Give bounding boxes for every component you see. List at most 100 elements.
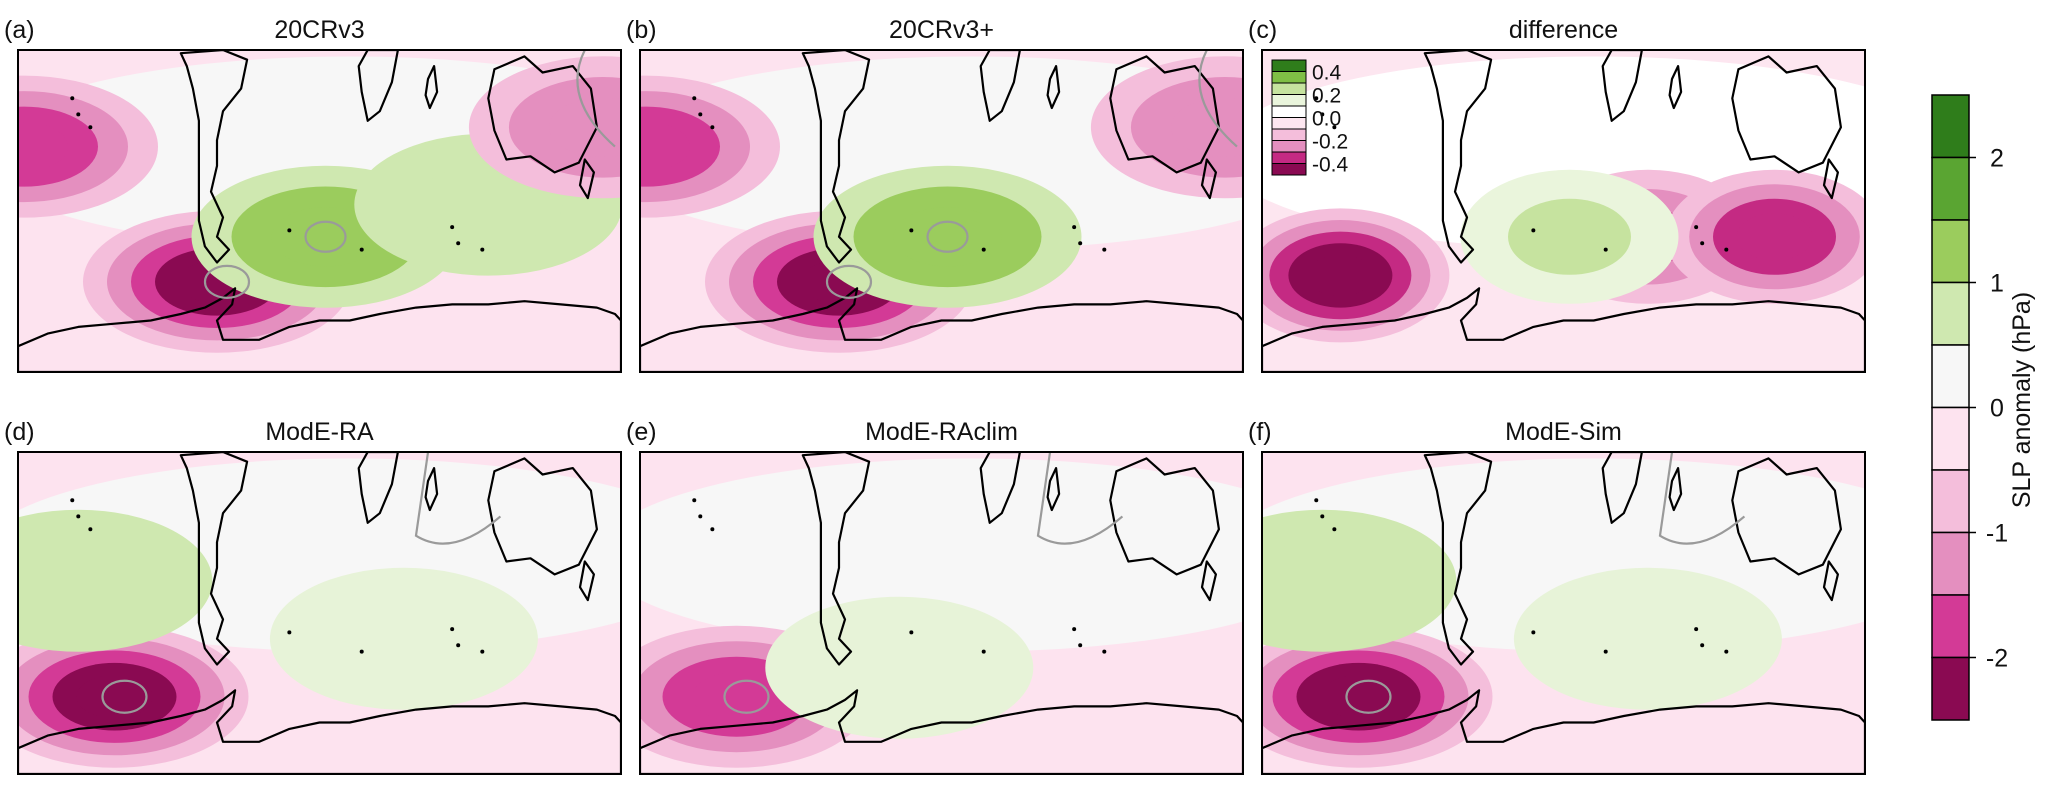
island-marker: [1694, 627, 1699, 632]
panel-title: difference: [1509, 16, 1618, 44]
anomaly-center: [813, 165, 1082, 308]
map-panel: (f) ModE-Sim: [1248, 418, 1866, 775]
island-marker: [1724, 247, 1729, 252]
legend-swatch: [1271, 105, 1307, 118]
island-marker: [981, 649, 986, 654]
significance-contours: [1345, 452, 1746, 714]
anomaly-center: [18, 509, 213, 652]
colorbar-swatch: [1931, 344, 1970, 409]
island-marker: [1694, 225, 1699, 230]
panel-title: ModE-Sim: [1505, 418, 1622, 446]
anomaly-center: [18, 625, 249, 768]
island-marker: [710, 527, 715, 532]
colorbar-swatch: [1931, 656, 1970, 721]
neutral-zone: [640, 56, 1243, 250]
significance-contours: [203, 50, 616, 299]
legend-label: -0.2: [1312, 131, 1348, 154]
island-marker: [710, 125, 715, 130]
island-marker: [692, 96, 697, 101]
legend-swatch: [1271, 71, 1307, 84]
island-marker: [909, 228, 914, 233]
colorbar-tick-label: 1: [1990, 270, 2004, 298]
colorbar-swatch: [1931, 406, 1970, 471]
panel-title: ModE-RA: [265, 418, 374, 446]
colorbar-swatch: [1931, 156, 1970, 221]
anomaly-center: [640, 75, 780, 218]
island-marker: [1072, 225, 1077, 230]
island-marker: [1072, 627, 1077, 632]
anomaly-center: [1262, 625, 1493, 768]
panel-label: (e): [626, 418, 657, 446]
colorbar-swatch: [1931, 219, 1970, 284]
island-marker: [1332, 125, 1337, 130]
island-marker: [1332, 527, 1337, 532]
anomaly-center: [1513, 567, 1782, 710]
island-marker: [1700, 241, 1705, 246]
map-panel: (b) 20CRv3+: [626, 16, 1244, 373]
panel-label: (c): [1248, 16, 1277, 44]
colorbar-swatch: [1931, 531, 1970, 596]
island-marker: [1531, 228, 1536, 233]
neutral-zone: [640, 458, 1243, 652]
island-marker: [1078, 643, 1083, 648]
island-marker: [450, 627, 455, 632]
island-marker: [1531, 630, 1536, 635]
panel-frame: [1261, 49, 1866, 373]
colorbar-swatch: [1931, 469, 1970, 534]
coastlines: [18, 452, 621, 774]
island-marker: [76, 112, 81, 117]
island-marker: [1314, 96, 1319, 101]
colorbar-tick-label: -2: [1986, 645, 2008, 673]
island-marker: [88, 527, 93, 532]
island-marker: [1102, 649, 1107, 654]
legend-label: -0.4: [1312, 154, 1349, 177]
island-marker: [76, 514, 81, 519]
legend-swatch: [1271, 140, 1307, 153]
anomaly-center: [765, 596, 1034, 739]
coastlines: [640, 50, 1243, 372]
legend-swatch: [1271, 59, 1307, 72]
panel-label: (f): [1248, 418, 1272, 446]
island-marker: [692, 498, 697, 503]
island-marker: [1078, 241, 1083, 246]
map-panel: (c) difference 0.40.20.0-0.2-0.4: [1248, 16, 1866, 373]
panel-label: (b): [626, 16, 657, 44]
legend-label: 0.0: [1312, 108, 1341, 131]
island-marker: [1102, 247, 1107, 252]
island-marker: [981, 247, 986, 252]
colorbar-swatch: [1931, 94, 1970, 159]
island-marker: [1320, 112, 1325, 117]
panel-frame: [17, 451, 622, 775]
island-marker: [456, 643, 461, 648]
legend-label: 0.2: [1312, 85, 1341, 108]
anomaly-center: [1262, 208, 1450, 343]
anomaly-center: [1460, 169, 1679, 304]
colorbar: 2 1 0 -1 -2 SLP anomaly (hPa): [1931, 94, 2036, 721]
anomaly-center: [18, 75, 158, 218]
panel-title: 20CRv3+: [889, 16, 994, 44]
island-marker: [450, 225, 455, 230]
colorbar-swatch: [1931, 594, 1970, 659]
panel-label: (a): [4, 16, 35, 44]
island-marker: [1603, 247, 1608, 252]
significance-contours: [101, 452, 502, 714]
island-marker: [1700, 643, 1705, 648]
anomaly-center: [269, 567, 538, 710]
legend-swatch: [1271, 151, 1307, 164]
colorbar-tick-label: -1: [1986, 520, 2008, 548]
coastlines: [1262, 452, 1865, 774]
map-panel: (d) ModE-RA: [4, 418, 622, 775]
panel-frame: [639, 451, 1244, 775]
island-marker: [359, 649, 364, 654]
island-marker: [1724, 649, 1729, 654]
map-panel: (a) 20CRv3: [4, 16, 622, 373]
colorbar-tick-label: 2: [1990, 145, 2004, 173]
legend-label: 0.4: [1312, 62, 1342, 85]
difference-legend: 0.40.20.0-0.2-0.4: [1271, 59, 1349, 177]
anomaly-center: [1665, 169, 1865, 304]
island-marker: [88, 125, 93, 130]
island-marker: [70, 96, 75, 101]
legend-swatch: [1271, 94, 1307, 107]
